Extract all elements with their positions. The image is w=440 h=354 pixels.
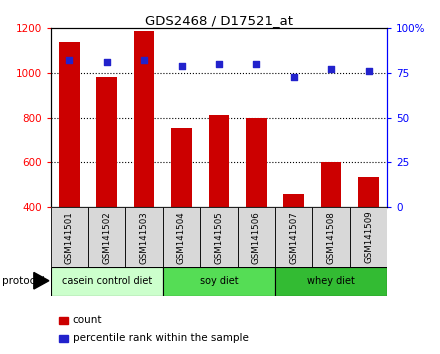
Point xyxy=(178,63,185,69)
Bar xyxy=(134,30,154,207)
Text: count: count xyxy=(73,315,102,325)
Text: GSM141507: GSM141507 xyxy=(289,211,298,264)
Point xyxy=(253,61,260,67)
Point xyxy=(290,74,297,79)
Text: GSM141506: GSM141506 xyxy=(252,211,261,264)
Bar xyxy=(246,118,267,207)
Text: casein control diet: casein control diet xyxy=(62,276,152,286)
Point xyxy=(103,59,110,65)
Bar xyxy=(163,207,200,267)
Bar xyxy=(209,115,229,207)
Bar xyxy=(163,267,275,296)
Bar xyxy=(358,177,379,207)
Point xyxy=(141,58,148,63)
Bar xyxy=(312,207,350,267)
Text: GSM141505: GSM141505 xyxy=(214,211,224,264)
Bar xyxy=(51,267,163,296)
Point xyxy=(66,58,73,63)
Bar xyxy=(200,207,238,267)
Point xyxy=(365,68,372,74)
Bar xyxy=(275,267,387,296)
Text: GSM141502: GSM141502 xyxy=(102,211,111,264)
Text: protocol: protocol xyxy=(2,276,45,286)
Bar xyxy=(88,207,125,267)
Bar xyxy=(350,207,387,267)
Text: GSM141509: GSM141509 xyxy=(364,211,373,263)
Text: percentile rank within the sample: percentile rank within the sample xyxy=(73,333,249,343)
Polygon shape xyxy=(34,273,49,289)
Bar xyxy=(125,207,163,267)
Text: whey diet: whey diet xyxy=(307,276,355,286)
Bar xyxy=(238,207,275,267)
Text: soy diet: soy diet xyxy=(200,276,238,286)
Point xyxy=(216,61,223,67)
Bar xyxy=(275,207,312,267)
Title: GDS2468 / D17521_at: GDS2468 / D17521_at xyxy=(145,14,293,27)
Text: GSM141501: GSM141501 xyxy=(65,211,74,264)
Bar xyxy=(283,194,304,207)
Text: GSM141508: GSM141508 xyxy=(326,211,336,264)
Bar xyxy=(59,42,80,207)
Bar xyxy=(171,128,192,207)
Bar xyxy=(51,207,88,267)
Point xyxy=(327,67,335,72)
Bar xyxy=(321,162,341,207)
Text: GSM141504: GSM141504 xyxy=(177,211,186,264)
Text: GSM141503: GSM141503 xyxy=(139,211,149,264)
Bar xyxy=(96,78,117,207)
